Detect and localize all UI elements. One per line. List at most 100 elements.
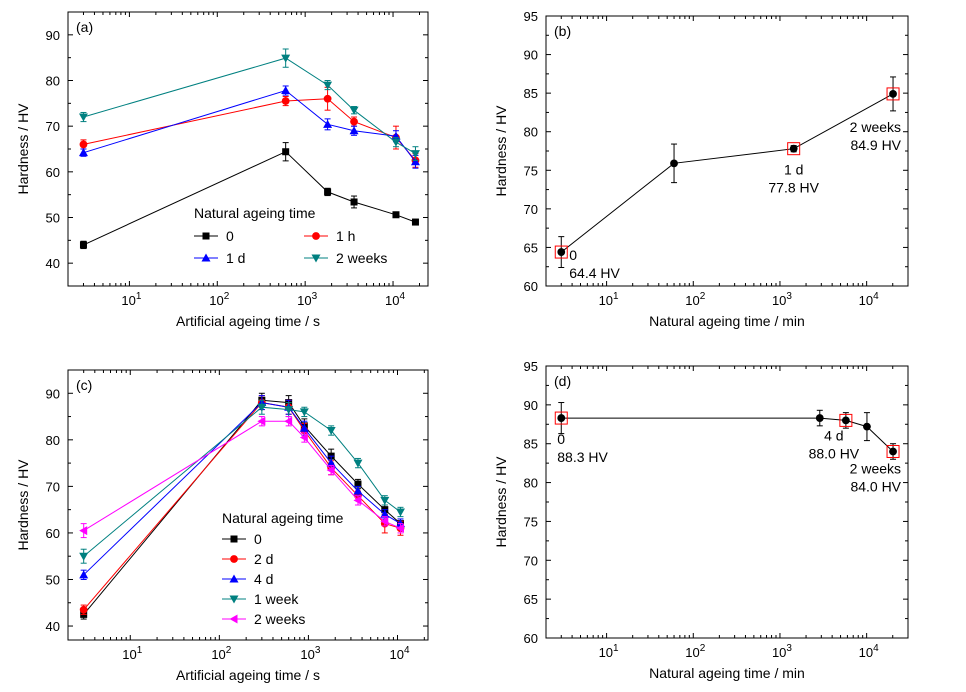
data-point	[863, 422, 871, 431]
x-tick-label: 102	[685, 643, 705, 660]
data-point	[282, 148, 290, 156]
x-tick-label: 102	[211, 645, 231, 662]
data-point	[281, 86, 291, 95]
data-point	[349, 106, 359, 115]
data-point	[299, 433, 308, 442]
legend-marker	[312, 232, 320, 240]
y-tick-label: 60	[524, 631, 538, 646]
y-tick-label: 80	[524, 125, 538, 140]
data-point	[353, 495, 362, 505]
y-tick-label: 40	[46, 256, 60, 271]
data-point	[78, 113, 88, 122]
data-point	[299, 423, 309, 432]
y-tick-label: 70	[46, 479, 60, 494]
x-tick-label: 103	[300, 645, 320, 662]
legend-title: Natural ageing time	[222, 510, 344, 526]
series-line	[83, 151, 416, 246]
plot-frame	[67, 11, 429, 287]
y-tick-label: 70	[524, 202, 538, 217]
data-point	[79, 526, 88, 536]
legend-title: Natural ageing time	[194, 205, 316, 221]
y-tick-label: 65	[524, 240, 538, 255]
data-point	[557, 414, 566, 422]
y-tick-label: 90	[46, 386, 60, 401]
legend-marker	[230, 555, 238, 563]
data-point	[411, 218, 419, 226]
legend-marker	[201, 253, 211, 262]
highlight-box	[886, 444, 900, 458]
y-tick-label: 80	[46, 74, 60, 89]
legend-label: 2 weeks	[254, 611, 305, 627]
x-tick-label: 104	[385, 291, 405, 308]
y-tick-label: 80	[524, 476, 538, 491]
data-point	[815, 414, 824, 422]
y-axis-title: Hardness / HV	[15, 459, 31, 551]
legend-label: 1 h	[336, 228, 355, 244]
y-tick-label: 75	[524, 163, 538, 178]
series-line	[83, 402, 401, 576]
legend-marker	[229, 574, 239, 583]
panel-label: (b)	[554, 23, 571, 39]
chart-panel-d: 60 65 70 75 80 85 90 95 101 102 103 104 Natural agei…	[493, 359, 909, 681]
y-tick-label: 60	[46, 165, 60, 180]
y-tick-label: 70	[524, 553, 538, 568]
y-axis-title: Hardness / HV	[493, 456, 509, 548]
data-point	[841, 416, 850, 425]
x-tick-label: 101	[599, 291, 619, 308]
panel-label: (d)	[554, 373, 571, 389]
data-point	[350, 198, 358, 206]
series-2-weeks	[79, 416, 404, 539]
x-tick-label: 101	[121, 291, 141, 308]
highlight-box	[554, 411, 568, 425]
data-point	[349, 126, 359, 135]
series-1-week	[79, 399, 405, 564]
y-tick-label: 80	[46, 433, 60, 448]
x-tick-label: 101	[122, 645, 142, 662]
y-tick-label: 50	[46, 572, 60, 587]
data-point	[380, 516, 389, 526]
chart-panel-c: 40 50 60 70 80 90 101 102 103 104 Artificial agein…	[15, 369, 429, 683]
y-tick-label: 90	[524, 48, 538, 63]
point-annotation: 2 weeks 84.9 HV	[850, 119, 902, 153]
data-point	[78, 148, 88, 157]
data-point	[789, 144, 798, 153]
series-line	[83, 406, 401, 557]
x-tick-label: 103	[772, 291, 792, 308]
plot-frame	[545, 365, 909, 639]
data-point	[354, 480, 362, 488]
legend: Natural ageing time 0 1 h 1 d 2 weeks	[194, 205, 387, 266]
data-point	[889, 447, 897, 456]
data-point	[326, 465, 335, 475]
y-tick-label: 40	[46, 619, 60, 634]
x-axis-title: Natural ageing time / min	[649, 665, 805, 681]
point-annotation: 1 d 77.8 HV	[768, 162, 819, 196]
series-line	[83, 420, 401, 532]
legend: Natural ageing time 0 2 d 4 d 1 week 2 weeks	[222, 510, 344, 627]
data-point	[889, 90, 897, 98]
data-point	[353, 459, 363, 468]
data-point	[281, 54, 291, 63]
data-point	[79, 241, 87, 249]
series-line	[83, 399, 401, 615]
chart-panel-b: 60 65 70 75 80 85 90 95 101 102 103 104 Natural agei…	[493, 9, 909, 329]
series-1-h	[79, 86, 420, 168]
y-tick-label: 70	[46, 119, 60, 134]
data-point	[392, 211, 400, 219]
x-axis-title: Natural ageing time / min	[649, 313, 805, 329]
data-point	[323, 81, 333, 90]
point-annotation: 4 d 88.0 HV	[809, 427, 860, 461]
legend-marker	[202, 232, 210, 240]
data-point	[79, 570, 89, 579]
x-axis-title: Artificial ageing time / s	[176, 313, 320, 329]
y-tick-label: 60	[46, 526, 60, 541]
y-tick-label: 90	[524, 398, 538, 413]
point-annotation: 2 weeks 84.0 HV	[850, 460, 902, 494]
data-point	[350, 117, 358, 126]
point-annotation: 0 64.4 HV	[569, 247, 620, 281]
data-point	[79, 140, 88, 149]
series-line	[83, 57, 416, 155]
series-line	[83, 98, 416, 161]
x-tick-label: 101	[599, 643, 619, 660]
data-point	[257, 416, 266, 426]
data-point	[257, 403, 267, 412]
